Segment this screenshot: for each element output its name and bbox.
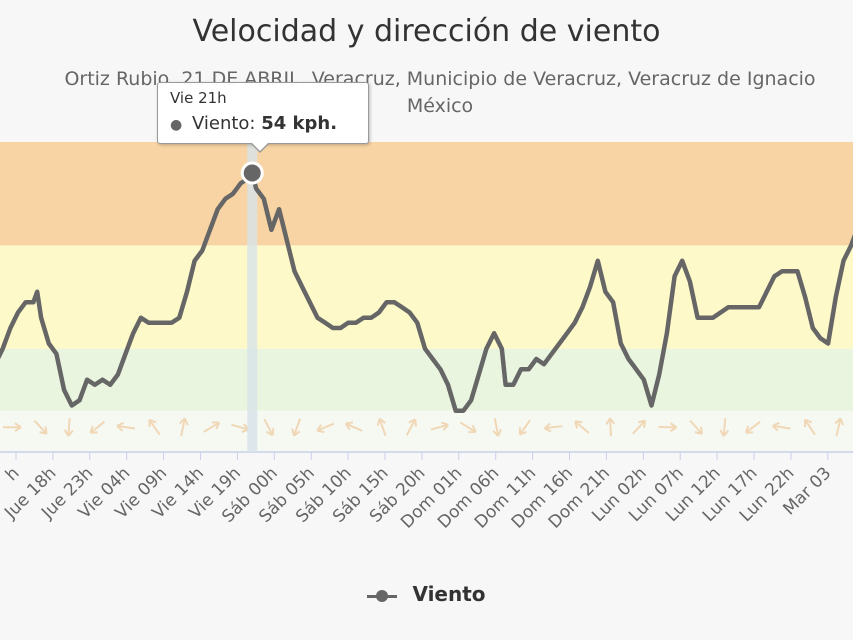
wind-arrow-icon <box>492 418 502 437</box>
wind-arrow-icon <box>632 419 647 435</box>
wind-arrow-icon <box>203 421 221 433</box>
wind-arrow-icon <box>744 420 761 434</box>
tooltip-value: 54 kph. <box>261 113 338 134</box>
wind-arrow-icon <box>376 417 387 437</box>
x-tick-label: h <box>2 463 24 485</box>
wind-arrow-icon <box>518 419 532 436</box>
wind-arrow-icon <box>543 422 563 433</box>
plot-band-2 <box>0 142 853 246</box>
tooltip-header: Vie 21h <box>170 89 227 107</box>
wind-direction-arrows <box>3 417 845 437</box>
tooltip-series-label: Viento: <box>191 113 256 134</box>
wind-arrow-icon <box>803 418 816 436</box>
wind-arrow-icon <box>33 419 48 435</box>
wind-arrow-icon <box>3 422 22 433</box>
wind-arrow-icon <box>291 418 302 437</box>
wind-arrow-icon <box>89 420 106 434</box>
wind-arrow-icon <box>574 420 590 434</box>
legend-label[interactable]: Viento <box>412 582 486 606</box>
wind-arrow-icon <box>459 421 477 434</box>
tooltip-pointer <box>250 142 270 153</box>
tooltip: Vie 21h ● Viento: 54 kph. <box>157 82 369 144</box>
wind-arrow-icon <box>148 418 161 436</box>
wind-arrow-icon <box>316 422 335 434</box>
wind-arrow-icon <box>605 417 616 437</box>
series-dot-icon: ● <box>170 117 183 133</box>
legend-line-marker-icon <box>367 586 398 606</box>
plot-band-base <box>0 410 853 452</box>
wind-arrow-icon <box>689 419 704 435</box>
wind-arrow-icon <box>658 422 678 433</box>
wind-arrow-icon <box>430 421 449 431</box>
wind-arrow-icon <box>63 418 74 437</box>
wind-arrow-icon <box>405 418 417 436</box>
tooltip-row: ● Viento: 54 kph. <box>170 113 356 134</box>
chart-title: Velocidad y dirección de viento <box>192 14 661 49</box>
wind-arrow-icon <box>344 421 363 432</box>
hover-marker[interactable] <box>240 161 264 185</box>
legend[interactable]: Viento <box>0 582 853 606</box>
plot-bands <box>0 142 853 452</box>
series-line-viento[interactable] <box>0 170 853 413</box>
plot-band-1 <box>0 245 853 349</box>
wind-arrow-icon <box>834 417 845 437</box>
wind-arrow-icon <box>263 418 275 437</box>
wind-arrow-icon <box>179 417 189 437</box>
subtitle-line-2: México <box>406 95 474 117</box>
wind-arrow-icon <box>116 421 136 432</box>
wind-arrow-icon <box>771 421 791 432</box>
wind-arrow-icon <box>719 418 730 437</box>
